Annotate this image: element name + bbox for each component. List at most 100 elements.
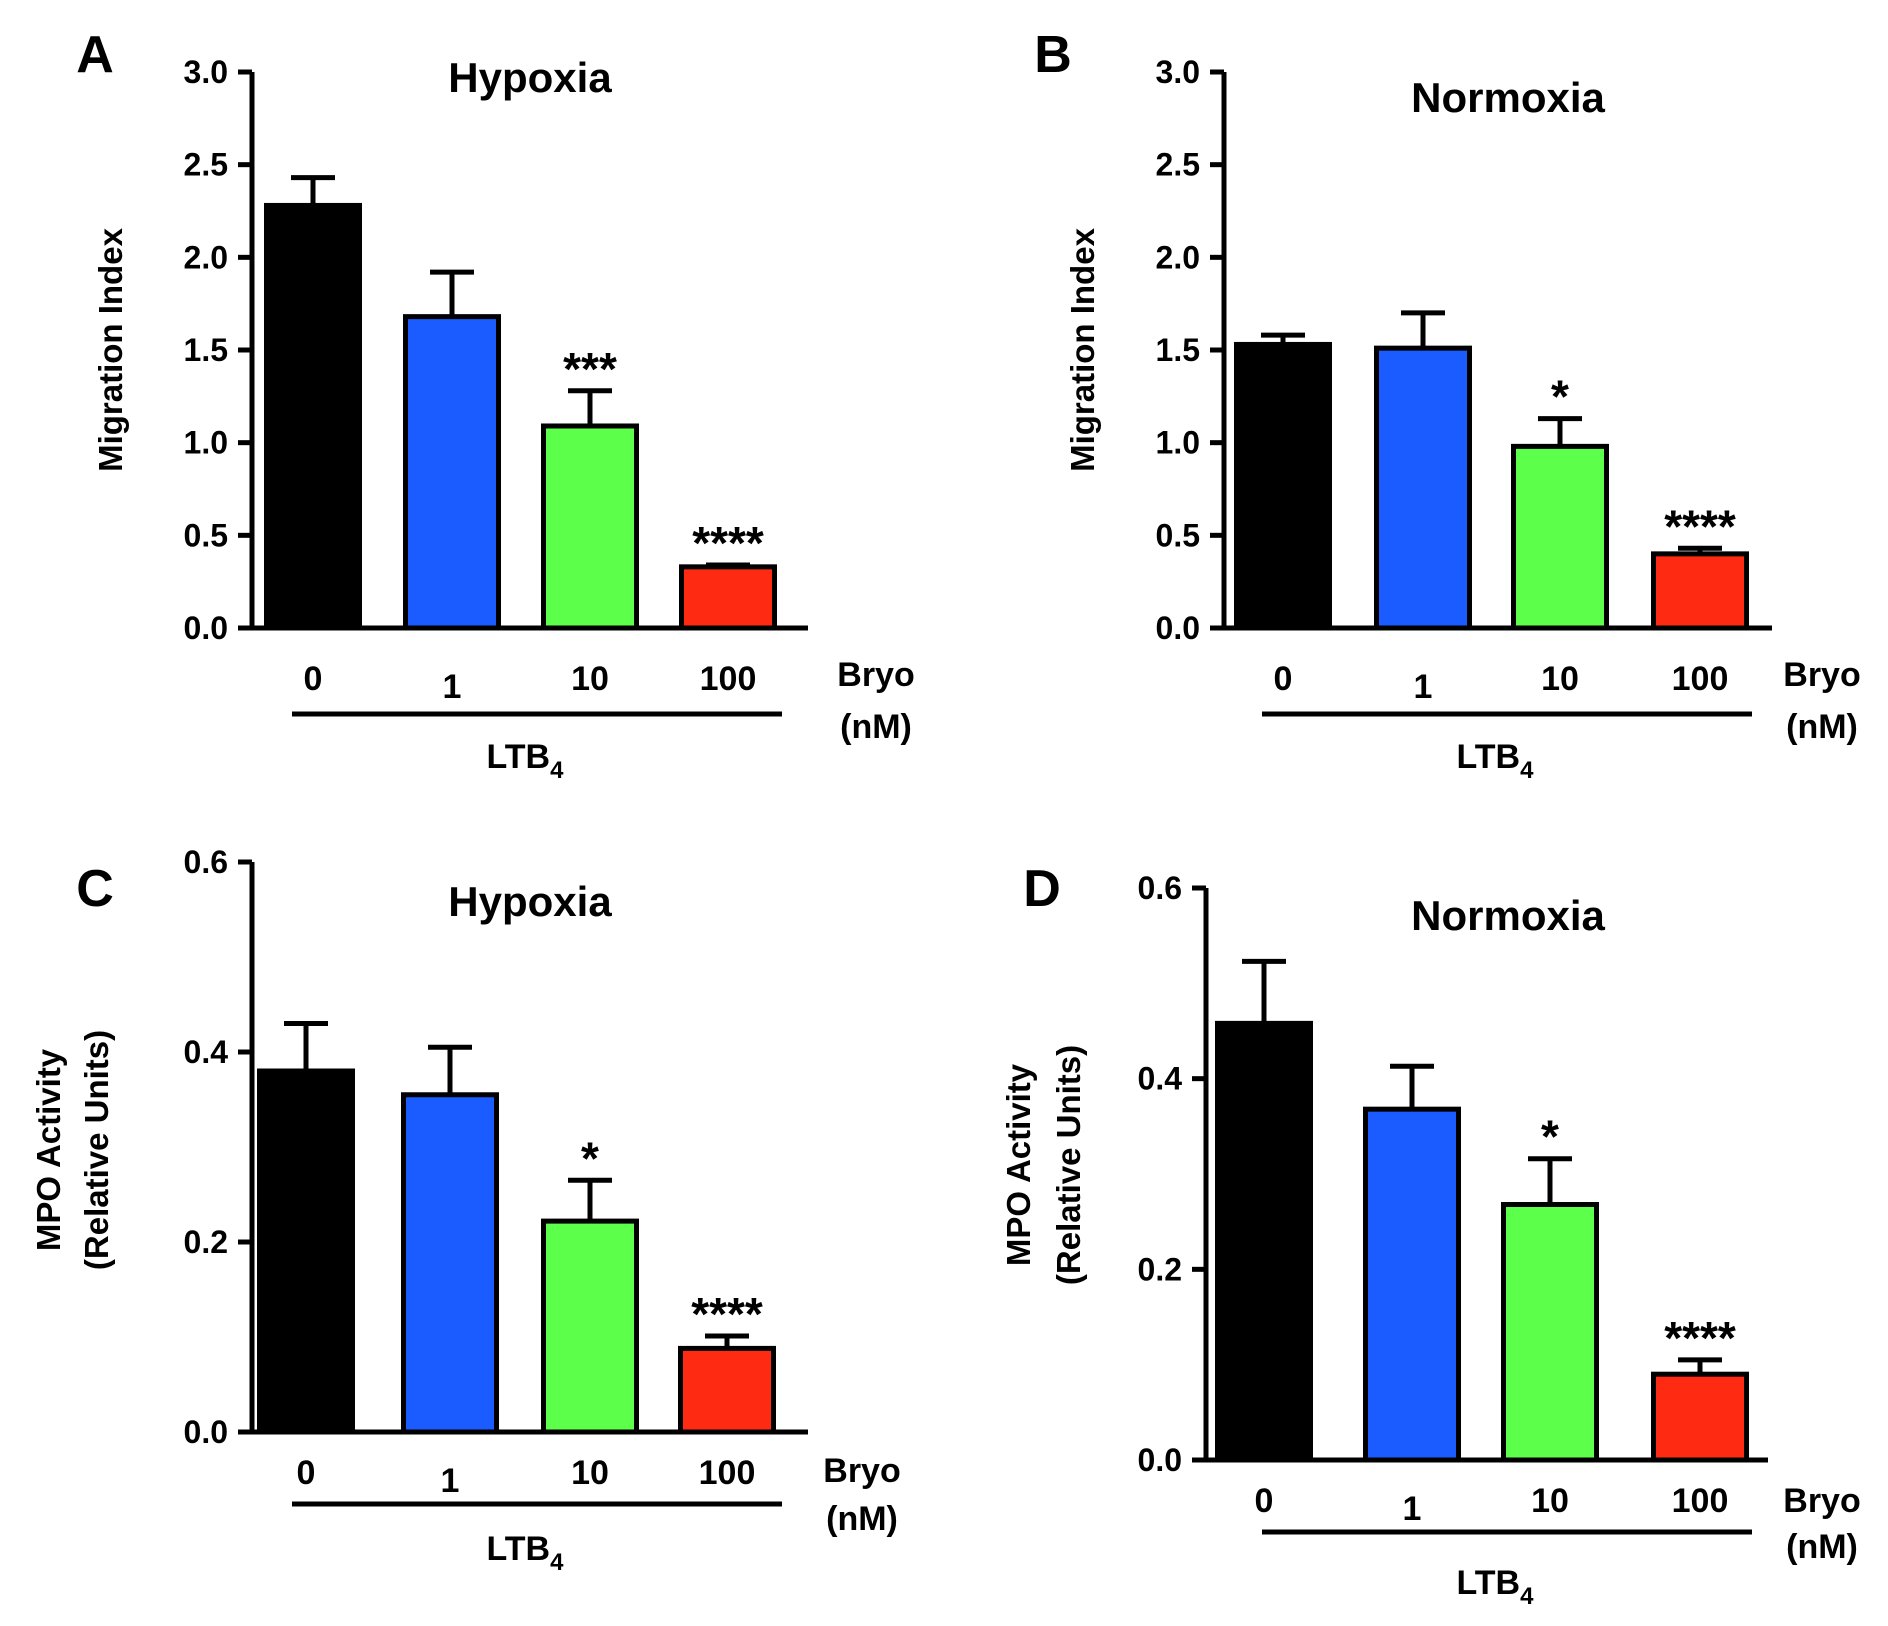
y-tick-label: 3.0 <box>1156 54 1200 90</box>
y-tick-label: 0.4 <box>184 1034 229 1070</box>
bar <box>264 202 362 631</box>
y-tick-label: 0.0 <box>1138 1442 1182 1478</box>
y-axis-label: Migration Index <box>1064 227 1101 471</box>
y-tick-label: 0.0 <box>1156 610 1200 646</box>
panel-b: B Normoxia 0.0 0.5 1.0 1.5 2.0 2.5 3.0 Migration … <box>1034 26 1861 784</box>
significance-label: **** <box>691 1288 763 1340</box>
bar <box>401 1092 499 1435</box>
y-axis-label: MPO Activity <box>1000 1063 1037 1266</box>
bar <box>1651 551 1749 631</box>
x-tick-label: 100 <box>699 1454 756 1492</box>
chart-title: Normoxia <box>1411 74 1605 121</box>
group-label-main: LTB <box>1457 1564 1521 1602</box>
x-tick-label: 1 <box>1403 1490 1422 1528</box>
significance-label: * <box>1551 371 1569 423</box>
x-tick-label: 1 <box>1414 668 1433 706</box>
x-tick-label: 0 <box>1274 660 1293 698</box>
panel-c: C Hypoxia 0.0 0.2 0.4 0.6 MPO Activity (Relativ… <box>30 844 901 1576</box>
group-label-subscript: 4 <box>1520 757 1534 784</box>
bar <box>1234 341 1332 631</box>
y-tick-label: 1.0 <box>184 425 228 461</box>
panel-letter: C <box>76 860 114 918</box>
y-tick-label: 0.5 <box>1156 517 1200 553</box>
bar <box>1374 345 1472 631</box>
significance-label: * <box>581 1132 599 1184</box>
significance-label: **** <box>1664 1312 1736 1364</box>
significance-label: **** <box>692 517 764 569</box>
y-axis-label: (Relative Units) <box>1050 1045 1087 1285</box>
group-label: LTB4 <box>1457 1564 1535 1610</box>
x-unit-label: (nM) <box>1786 708 1858 746</box>
significance-label: *** <box>563 343 617 395</box>
group-label-main: LTB <box>487 1530 551 1568</box>
x-tick-label: 0 <box>304 660 323 698</box>
x-unit-label: Bryo <box>1783 656 1860 694</box>
y-tick-label: 0.0 <box>184 610 228 646</box>
bar <box>1363 1106 1461 1463</box>
y-tick-label: 2.0 <box>184 239 228 275</box>
group-label: LTB4 <box>487 1530 565 1576</box>
x-tick-label: 10 <box>1531 1482 1569 1520</box>
x-tick-label: 10 <box>571 660 609 698</box>
y-tick-label: 0.5 <box>184 517 228 553</box>
group-label-subscript: 4 <box>1520 1583 1534 1610</box>
bar <box>1651 1371 1749 1463</box>
y-tick-label: 0.2 <box>1138 1251 1182 1287</box>
panel-letter: D <box>1023 860 1061 918</box>
y-axis-label: MPO Activity <box>30 1048 67 1251</box>
group-label: LTB4 <box>487 738 565 784</box>
bar <box>678 1345 776 1435</box>
group-label-main: LTB <box>487 738 551 776</box>
x-unit-label: (nM) <box>1786 1528 1858 1566</box>
x-tick-label: 100 <box>700 660 757 698</box>
panel-letter: A <box>76 26 114 84</box>
x-tick-label: 0 <box>1255 1482 1274 1520</box>
significance-label: **** <box>1664 500 1736 552</box>
x-tick-label: 1 <box>443 668 462 706</box>
x-tick-label: 10 <box>571 1454 609 1492</box>
chart-title: Normoxia <box>1411 892 1605 939</box>
chart-title: Hypoxia <box>448 54 612 101</box>
y-tick-label: 2.5 <box>184 147 228 183</box>
group-label-subscript: 4 <box>550 1549 564 1576</box>
x-tick-label: 1 <box>441 1462 460 1500</box>
y-tick-label: 0.6 <box>1138 870 1182 906</box>
panel-d: D Normoxia 0.0 0.2 0.4 0.6 MPO Activity (Relati… <box>1000 860 1861 1610</box>
x-tick-label: 100 <box>1672 1482 1729 1520</box>
y-tick-label: 1.0 <box>1156 425 1200 461</box>
bar <box>1501 1202 1599 1463</box>
x-tick-label: 100 <box>1672 660 1729 698</box>
x-unit-label: (nM) <box>826 1500 898 1538</box>
x-unit-label: (nM) <box>840 708 912 746</box>
significance-label: * <box>1541 1111 1559 1163</box>
y-tick-label: 0.0 <box>184 1414 228 1450</box>
x-unit-label: Bryo <box>1783 1482 1860 1520</box>
y-tick-label: 2.5 <box>1156 147 1200 183</box>
bar <box>541 1218 639 1435</box>
chart-title: Hypoxia <box>448 878 612 925</box>
y-tick-label: 3.0 <box>184 54 228 90</box>
x-unit-label: Bryo <box>837 656 914 694</box>
y-axis-label: Migration Index <box>92 227 129 471</box>
x-tick-label: 0 <box>297 1454 316 1492</box>
bar <box>1215 1020 1313 1463</box>
bar <box>1511 443 1609 631</box>
y-tick-label: 2.0 <box>1156 239 1200 275</box>
bar <box>403 314 501 631</box>
y-tick-label: 0.4 <box>1138 1061 1183 1097</box>
y-tick-label: 0.6 <box>184 844 228 880</box>
x-tick-label: 10 <box>1541 660 1579 698</box>
bar <box>679 564 777 631</box>
panel-a: A Hypoxia 0.0 0.5 1.0 1.5 2.0 2.5 3.0 Migration I… <box>76 26 915 784</box>
panel-letter: B <box>1034 26 1072 84</box>
group-label: LTB4 <box>1457 738 1535 784</box>
bar <box>257 1068 355 1435</box>
group-label-subscript: 4 <box>550 757 564 784</box>
group-label-main: LTB <box>1457 738 1521 776</box>
x-unit-label: Bryo <box>823 1452 900 1490</box>
bar <box>541 423 639 631</box>
y-tick-label: 1.5 <box>1156 332 1200 368</box>
y-axis-label: (Relative Units) <box>78 1030 115 1270</box>
y-tick-label: 1.5 <box>184 332 228 368</box>
